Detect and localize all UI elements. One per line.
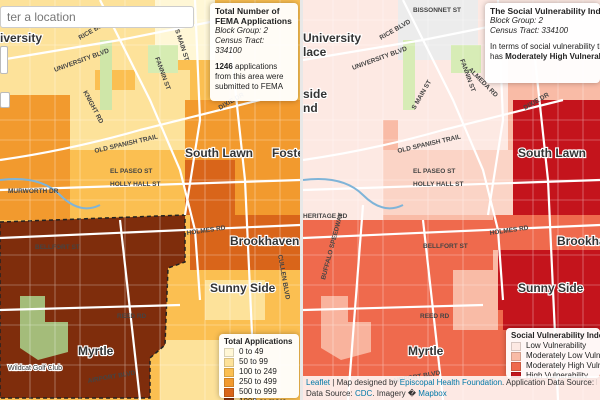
info-text-2: from this area were [215, 72, 284, 81]
info-title-line2: FEMA Applications [215, 16, 292, 26]
svi-info-text-1: In terms of social vulnerability this [490, 42, 600, 51]
legend-item: 100 to 249 [224, 367, 294, 377]
location-search-input[interactable]: ter a location [0, 6, 194, 28]
legend-label: High Vulnerability [526, 371, 588, 378]
neighborhood-label-south-lawn: South Lawn [185, 146, 253, 160]
legend-item: Moderately Low Vulnerabi [511, 351, 600, 361]
legend-item: 1000 or more [224, 397, 294, 400]
legend-label: 0 to 49 [239, 347, 264, 356]
legend-item: 0 to 49 [224, 347, 294, 357]
legend-item: 250 to 499 [224, 377, 294, 387]
fema-applications-map[interactable]: RICE BLVD UNIVERSITY BLVD FANNIN ST S MA… [0, 0, 300, 400]
svi-info-census-tract: Census Tract: 334100 [490, 26, 569, 35]
neighborhood-label-nd: nd [303, 101, 318, 115]
neighborhood-label-brookhaven: Brookhaven [557, 234, 600, 248]
attribution-data-source-label: Data Source: [306, 389, 353, 398]
neighborhood-label-myrtle: Myrtle [408, 344, 444, 358]
info-title-line1: Total Number of [215, 6, 280, 16]
street-label-reed: REED RD [117, 313, 147, 320]
legend-swatch [224, 367, 234, 377]
info-block-group: Block Group: 2 [215, 26, 268, 35]
layers-control[interactable] [0, 92, 10, 108]
legend-title: Social Vulnerability Index [511, 331, 600, 340]
neighborhood-label-sunny-side: Sunny Side [518, 281, 584, 295]
neighborhood-label-south-lawn: South Lawn [518, 146, 586, 160]
street-label-holly-hall: HOLLY HALL ST [110, 181, 160, 188]
info-application-count: 1246 [215, 62, 233, 71]
legend-swatch [224, 377, 234, 387]
neighborhood-label-university: iversity [0, 31, 42, 45]
legend-swatch [511, 341, 521, 351]
fema-info-panel: Total Number of FEMA Applications Block … [210, 3, 298, 101]
legend-item: 500 to 999 [224, 387, 294, 397]
svi-info-block-group: Block Group: 2 [490, 16, 543, 25]
svi-info-title: The Social Vulnerability Index (S [490, 6, 600, 16]
legend-swatch [224, 397, 234, 400]
zoom-control[interactable] [0, 46, 8, 74]
svi-legend: Social Vulnerability Index Low Vulnerabi… [506, 328, 600, 378]
neighborhood-label-myrtle: Myrtle [78, 344, 114, 358]
legend-label: 500 to 999 [239, 387, 277, 396]
episcopal-health-link[interactable]: Episcopal Health Foundation [399, 378, 503, 387]
legend-label: 1000 or more [239, 397, 287, 400]
cdc-link[interactable]: CDC [354, 389, 373, 398]
fema-legend: Total Applications 0 to 49 50 to 99 100 to… [219, 334, 299, 400]
legend-label: 250 to 499 [239, 377, 277, 386]
poi-label-golf-club: Wildcat Golf Club [8, 365, 62, 372]
neighborhood-label-place: lace [303, 45, 327, 59]
mapbox-link[interactable]: Mapbox [418, 389, 447, 398]
map-attribution: Leaflet | Map designed by Episcopal Heal… [303, 376, 600, 400]
attribution-imagery-text: . Imagery � [372, 389, 417, 398]
street-label-el-paseo: EL PASEO ST [413, 168, 455, 175]
legend-swatch [511, 351, 521, 361]
svi-info-panel: The Social Vulnerability Index (S Block … [485, 3, 600, 83]
legend-swatch [224, 357, 234, 367]
street-label-bellfort: BELLFORT ST [35, 244, 80, 251]
neighborhood-label-brookhaven: Brookhaven [230, 234, 299, 248]
legend-swatch [511, 361, 521, 371]
street-label-murworth: MURWORTH DR [8, 188, 59, 195]
legend-label: Moderately High Vulnerab [526, 361, 600, 370]
legend-title: Total Applications [224, 337, 293, 346]
legend-label: 50 to 99 [239, 357, 268, 366]
svi-info-rating: Moderately High Vulnerabil [505, 52, 600, 61]
bayou [0, 178, 101, 210]
legend-item: High Vulnerability [511, 371, 595, 378]
legend-label: Moderately Low Vulnerabi [526, 351, 600, 360]
street-label-heritage: HERITAGE RD [303, 213, 348, 220]
bayou [303, 178, 404, 210]
major-roads [303, 0, 600, 400]
minor-street-grid [0, 0, 300, 400]
svi-map[interactable]: BISSONNET ST RICE BLVD UNIVERSITY BLVD F… [303, 0, 600, 400]
legend-swatch [511, 371, 521, 378]
street-label-bellfort: BELLFORT ST [423, 243, 468, 250]
legend-label: 100 to 249 [239, 367, 277, 376]
info-census-tract: Census Tract: 334100 [215, 36, 265, 55]
map-compare-divider[interactable] [300, 0, 303, 400]
street-label-bissonnet: BISSONNET ST [413, 7, 461, 14]
info-text-1: applications [235, 62, 278, 71]
street-label-holly-hall: HOLLY HALL ST [413, 181, 463, 188]
legend-swatch [224, 347, 234, 357]
info-text-3: submitted to FEMA [215, 82, 284, 91]
legend-label: Low Vulnerability [526, 341, 587, 350]
street-label-el-paseo: EL PASEO ST [110, 168, 152, 175]
neighborhood-label-side: side [303, 87, 327, 101]
legend-item: Moderately High Vulnerab [511, 361, 600, 371]
neighborhood-label-university: University [303, 31, 361, 45]
golf-course-area [321, 296, 371, 360]
legend-swatch [224, 387, 234, 397]
legend-item: Low Vulnerability [511, 341, 595, 351]
golf-course-area [20, 296, 68, 360]
attribution-source-text: . Application Data Source: FEMA, [502, 378, 597, 387]
attribution-designed-text: | Map designed by [332, 378, 398, 387]
street-label-reed: REED RD [420, 313, 450, 320]
leaflet-link[interactable]: Leaflet [306, 378, 331, 387]
neighborhood-label-foster: Foste [272, 146, 300, 160]
legend-item: 50 to 99 [224, 357, 294, 367]
neighborhood-label-sunny-side: Sunny Side [210, 281, 276, 295]
svi-info-text-2-prefix: has [490, 52, 503, 61]
